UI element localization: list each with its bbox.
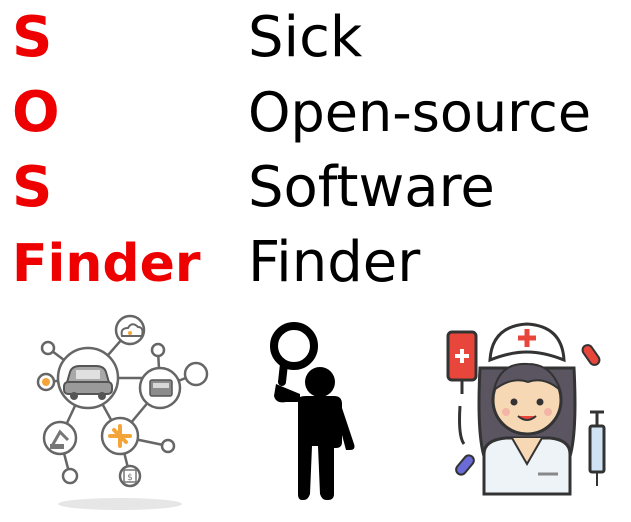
acronym-word-finder: Finder <box>12 234 201 294</box>
svg-text:$: $ <box>127 473 133 483</box>
expansion-finder: Finder <box>248 230 421 295</box>
expansion-open-source: Open-source <box>248 81 592 144</box>
expansion-software: Software <box>248 155 495 220</box>
acronym-letter-o: O <box>12 80 60 145</box>
acronym-letter-s1: S <box>12 5 53 70</box>
network-hub-icon: $ <box>20 308 220 518</box>
magnifier-person-icon <box>262 316 362 516</box>
expansion-sick: Sick <box>248 5 363 70</box>
nurse-icon <box>440 316 615 496</box>
acronym-letter-s2: S <box>12 155 53 220</box>
